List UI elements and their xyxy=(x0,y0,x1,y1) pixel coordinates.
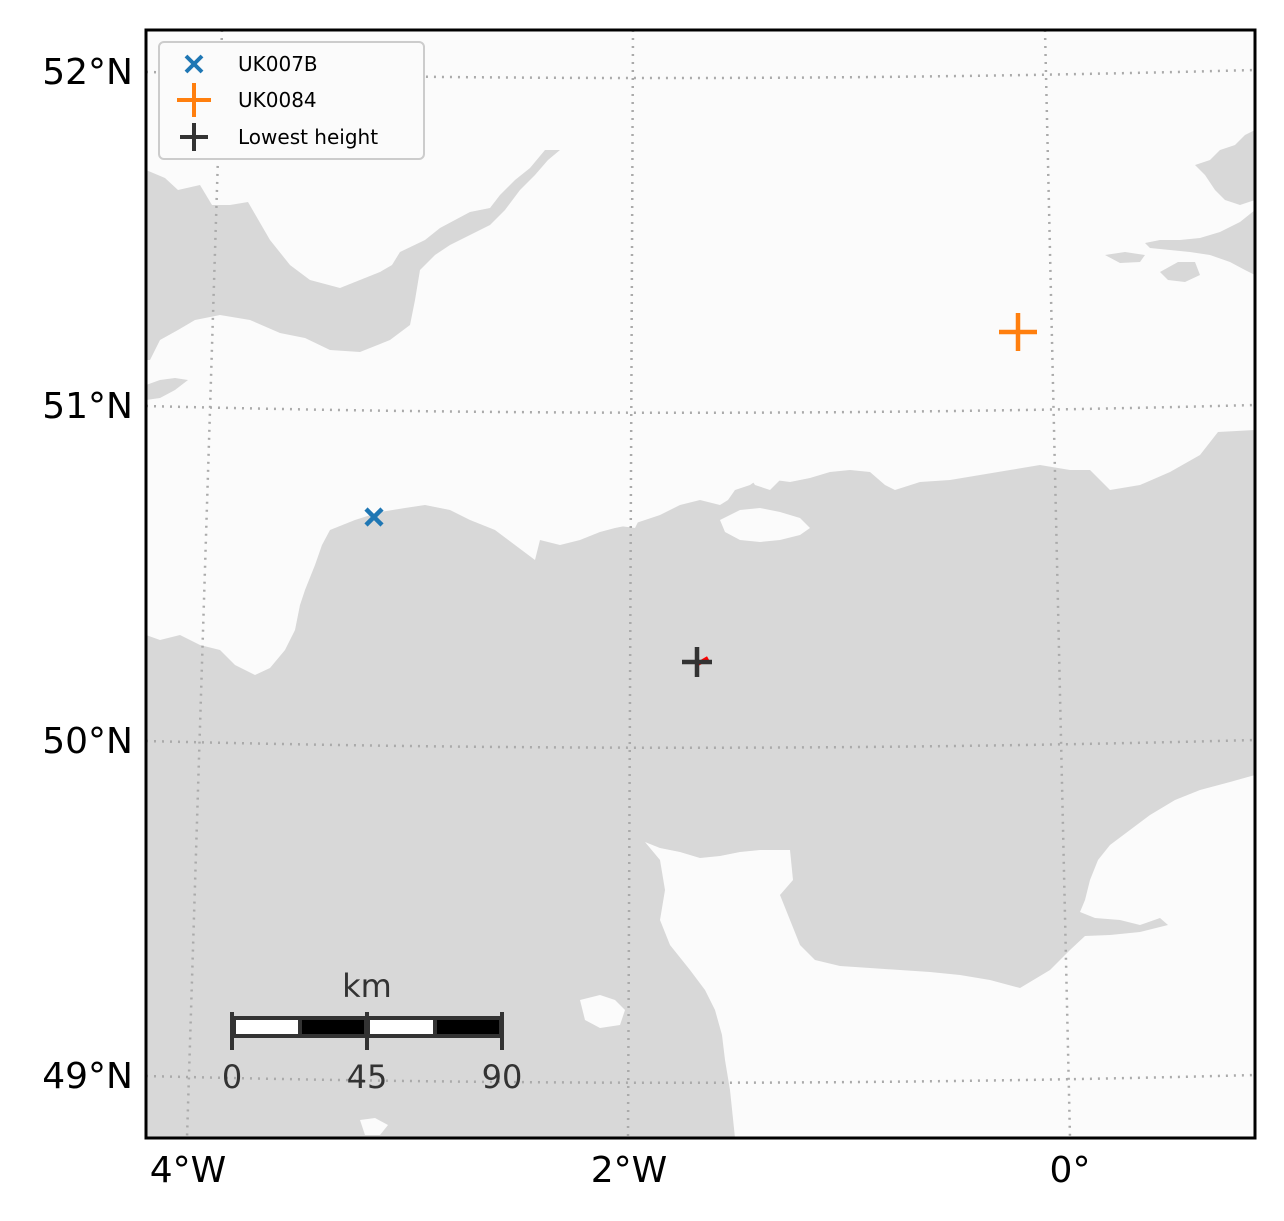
legend-marker-uk007b xyxy=(184,54,204,74)
scale-label-90: 90 xyxy=(482,1058,523,1096)
grid-lon-2w xyxy=(626,30,635,1138)
x-tick-0: 0° xyxy=(1050,1150,1091,1191)
x-tick-2w: 2°W xyxy=(591,1150,668,1191)
land-layer xyxy=(146,130,1255,1138)
legend-marker-uk0084 xyxy=(177,83,211,117)
legend-label-uk007b: UK007B xyxy=(238,52,318,76)
scale-unit: km xyxy=(342,967,392,1005)
land-channel-island-1 xyxy=(580,995,625,1028)
graticule xyxy=(146,30,1255,1138)
land-isle-of-wight xyxy=(720,508,810,542)
y-tick-51n: 51°N xyxy=(42,386,133,427)
scale-label-45: 45 xyxy=(347,1058,388,1096)
land-south-wales xyxy=(146,150,560,360)
grid-lat-51n xyxy=(146,403,1255,415)
grid-lat-52n xyxy=(146,68,1255,80)
land-thames-island xyxy=(1105,252,1145,263)
y-tick-50n: 50°N xyxy=(42,721,133,762)
legend-marker-lowest xyxy=(180,123,208,151)
marker-lowest-height xyxy=(682,647,712,677)
legend-label-uk0084: UK0084 xyxy=(238,88,317,112)
plot-frame xyxy=(144,28,1257,1140)
grid-lat-49n xyxy=(146,1073,1255,1085)
grid-lon-0 xyxy=(1043,30,1072,1138)
land-channel-island-2 xyxy=(360,1118,388,1135)
legend: UK007B UK0084 Lowest height xyxy=(158,41,425,160)
land-channel-region xyxy=(146,430,1255,1138)
y-tick-49n: 49°N xyxy=(42,1056,133,1097)
x-tick-4w: 4°W xyxy=(150,1150,227,1191)
scale-seg-4 xyxy=(437,1020,499,1034)
land-kent-islet xyxy=(1160,262,1200,282)
land-pembroke xyxy=(146,378,188,400)
land-essex xyxy=(1195,130,1255,205)
land-solent-inlet xyxy=(745,455,780,490)
grid-lat-50n xyxy=(146,738,1255,750)
scale-bar: km 0 45 90 xyxy=(222,967,523,1096)
marker-uk007b xyxy=(364,507,384,527)
land-thames-north xyxy=(1145,210,1255,275)
y-tick-52n: 52°N xyxy=(42,52,133,93)
scale-seg-1 xyxy=(236,1020,298,1034)
marker-uk0084 xyxy=(999,313,1037,351)
scale-label-0: 0 xyxy=(222,1058,242,1096)
scale-seg-3 xyxy=(370,1020,433,1034)
legend-box xyxy=(158,41,425,160)
land-poole-inlet xyxy=(615,510,640,528)
grid-lon-4w xyxy=(185,30,224,1138)
legend-label-lowest: Lowest height xyxy=(238,125,378,149)
scale-seg-2 xyxy=(302,1020,364,1034)
